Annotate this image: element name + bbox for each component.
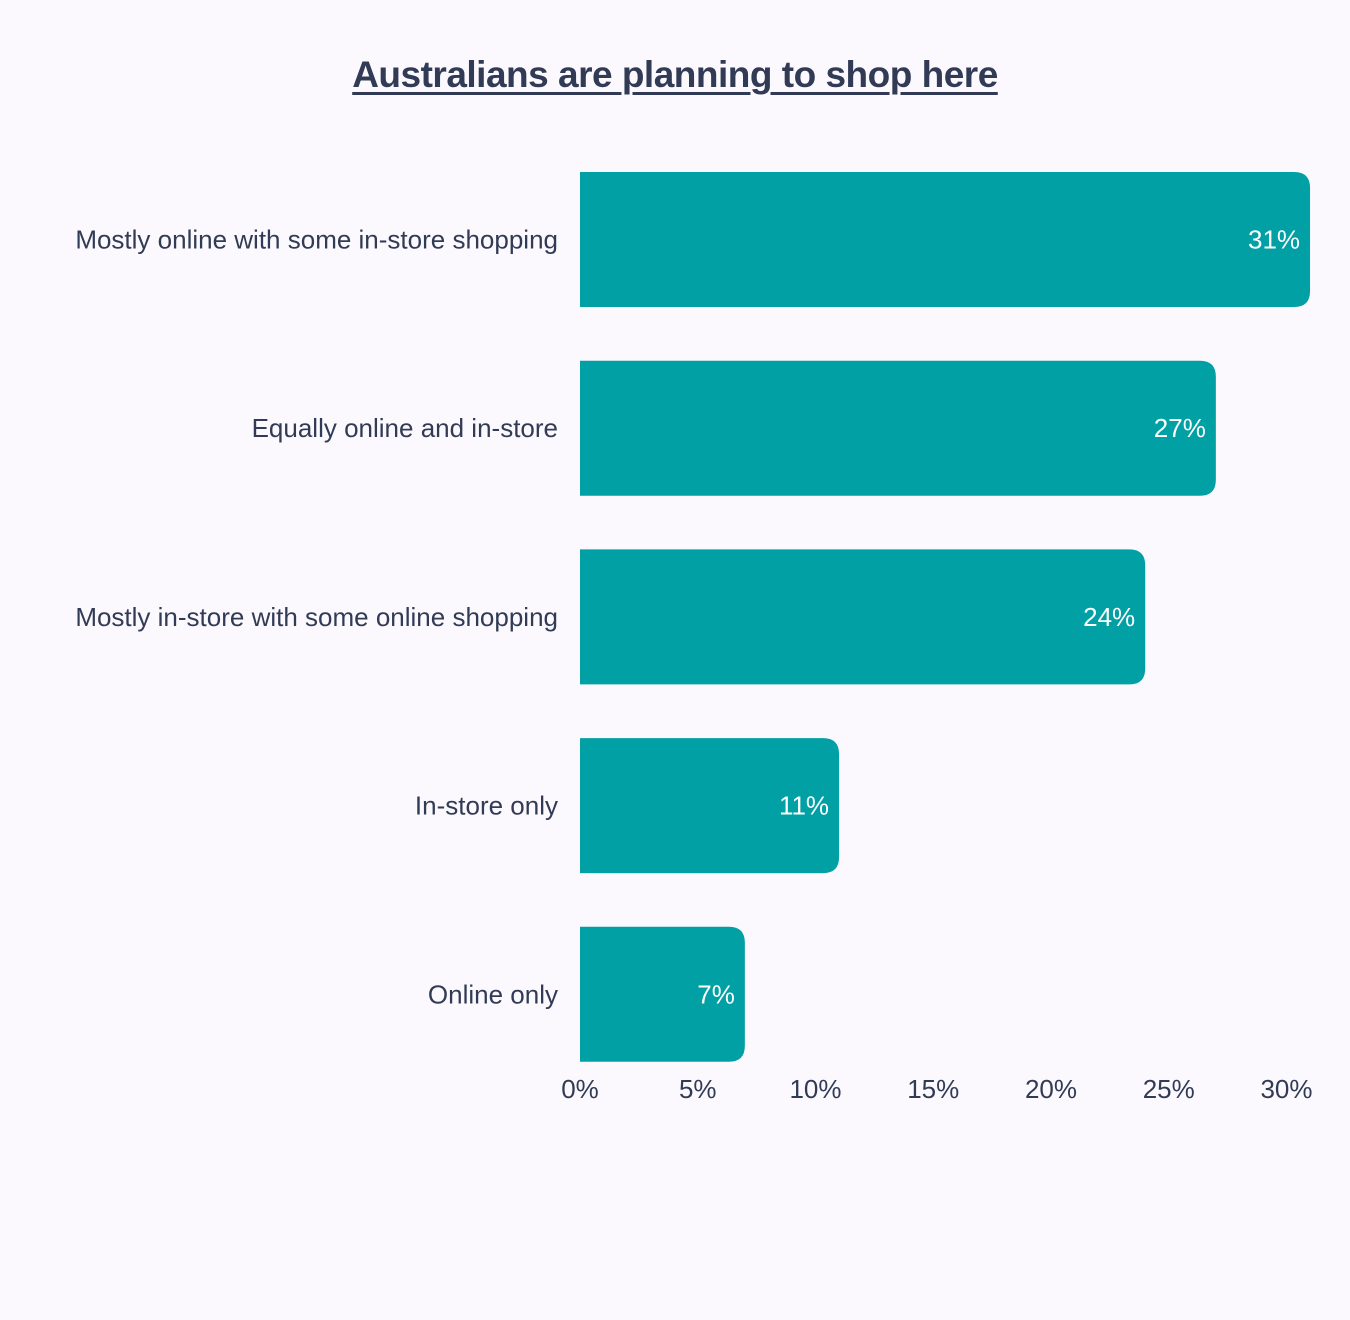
chart-title: Australians are planning to shop here	[352, 54, 998, 95]
value-label: 31%	[1248, 225, 1300, 255]
value-label: 7%	[697, 979, 735, 1009]
value-labels: 31% 27% 24% 11% 7%	[697, 225, 1300, 1010]
bar	[580, 549, 1146, 685]
category-label: Mostly online with some in-store shoppin…	[75, 225, 558, 255]
x-tick-label: 30%	[1260, 1074, 1312, 1104]
category-label: In-store only	[415, 791, 558, 821]
value-label: 24%	[1083, 602, 1135, 632]
x-tick-label: 0%	[561, 1074, 599, 1104]
category-label: Online only	[428, 979, 558, 1009]
category-label: Mostly in-store with some online shoppin…	[75, 602, 558, 632]
bar	[580, 926, 745, 1062]
bar	[580, 172, 1311, 307]
bar	[580, 738, 840, 874]
category-label: Equally online and in-store	[252, 413, 558, 443]
x-tick-label: 20%	[1025, 1074, 1077, 1104]
x-tick-label: 5%	[679, 1074, 717, 1104]
category-labels: Mostly online with some in-store shoppin…	[75, 225, 558, 1010]
x-tick-label: 10%	[789, 1074, 841, 1104]
value-label: 11%	[779, 791, 829, 821]
value-label: 27%	[1154, 413, 1206, 443]
x-tick-label: 15%	[907, 1074, 959, 1104]
bar	[580, 360, 1216, 496]
x-axis-ticks: 0% 5% 10% 15% 20% 25% 30%	[561, 1074, 1312, 1104]
x-tick-label: 25%	[1143, 1074, 1195, 1104]
bars-layer	[580, 172, 1311, 1062]
